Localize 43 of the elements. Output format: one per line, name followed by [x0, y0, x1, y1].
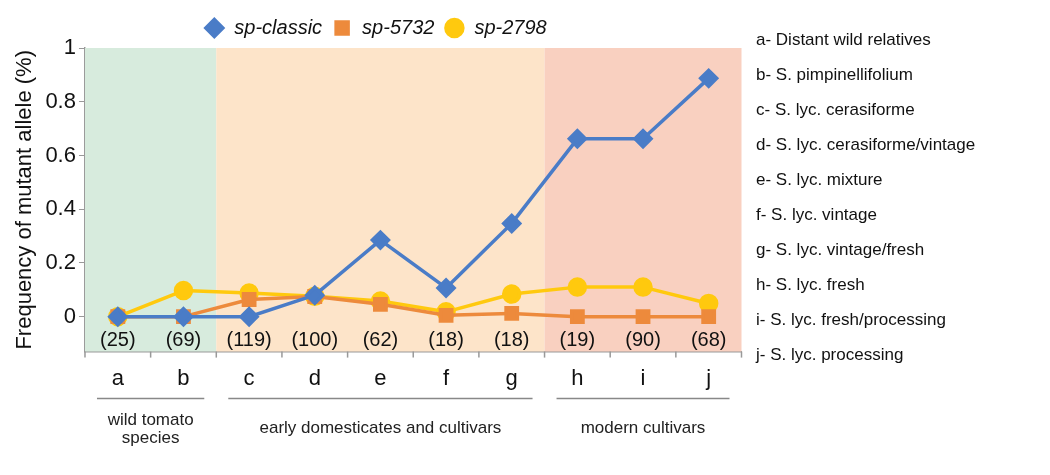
annotation: (62) — [362, 327, 399, 350]
text: j- S. lyc. processing — [756, 345, 905, 366]
annotation: (100) — [291, 327, 339, 350]
x-tick-label: d — [308, 364, 321, 390]
text: a- Distant wild relatives — [756, 30, 932, 51]
y-tick-label: 0.2 — [45, 249, 76, 274]
text: early domesticates and cultivars — [259, 418, 502, 438]
annotation: (25) — [100, 327, 136, 350]
text: h- S. lyc. fresh — [756, 275, 866, 296]
annotation: (90) — [625, 327, 661, 350]
annotation: (68) — [690, 327, 727, 350]
legend-label: sp-2798 — [474, 15, 547, 38]
text: d- S. lyc. cerasiforme/vintage — [756, 135, 976, 156]
y-tick-label: 0.6 — [45, 141, 76, 167]
text: c- S. lyc. cerasiforme — [756, 100, 916, 121]
text: f- S. lyc. vintage — [756, 205, 878, 226]
annotation: (119) — [226, 327, 272, 350]
x-tick-label: c — [243, 364, 255, 390]
text: i- S. lyc. fresh/processing — [756, 310, 947, 331]
annotation: (18) — [428, 327, 464, 350]
text: wild tomato species — [106, 410, 194, 448]
y-tick-label: 0.8 — [45, 87, 76, 113]
annotation: (19) — [559, 327, 596, 350]
x-tick-label: b — [177, 364, 190, 390]
y-tick-label: 0 — [63, 302, 76, 328]
annotation: (18) — [493, 327, 530, 350]
x-tick-label: i — [640, 364, 646, 390]
y-tick-label: 1 — [63, 34, 76, 60]
legend-label: sp-classic — [234, 15, 323, 38]
annotation: (69) — [165, 327, 202, 350]
text: g- S. lyc. vintage/fresh — [756, 240, 926, 261]
x-tick-label: a — [111, 364, 125, 390]
x-tick-label: h — [571, 364, 584, 390]
x-tick-label: j — [705, 364, 712, 390]
x-tick-label: g — [505, 364, 518, 390]
text: e- S. lyc. mixture — [756, 170, 884, 191]
y-tick-label: 0.4 — [45, 195, 76, 221]
x-tick-label: f — [443, 364, 450, 390]
text: b- S. pimpinellifolium — [756, 65, 914, 86]
text: modern cultivars — [580, 418, 706, 438]
x-tick-label: e — [374, 364, 387, 390]
y-axis-title: Frequency of mutant allele (%) — [11, 50, 37, 350]
legend-label: sp-5732 — [362, 15, 435, 38]
